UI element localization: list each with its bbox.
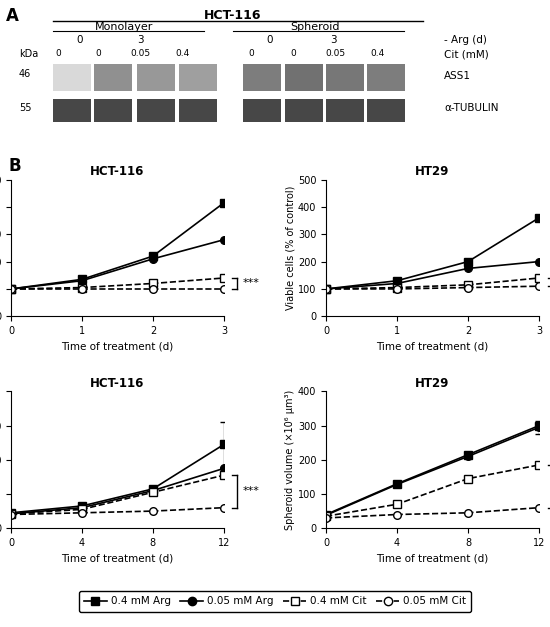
Title: HT29: HT29 (415, 377, 450, 390)
Text: A: A (6, 8, 19, 26)
Text: 0: 0 (76, 35, 83, 45)
Bar (179, 63, 217, 91)
Text: 0.4: 0.4 (371, 49, 385, 58)
Bar (136, 99, 175, 122)
Bar (95, 63, 133, 91)
Title: HT29: HT29 (415, 166, 450, 179)
Text: Spheroid: Spheroid (290, 22, 339, 32)
Bar (326, 99, 364, 122)
Text: kDa: kDa (19, 49, 38, 59)
Text: 0.4: 0.4 (175, 49, 190, 58)
Text: Cit (mM): Cit (mM) (444, 49, 489, 59)
Bar (243, 63, 282, 91)
Bar (95, 99, 133, 122)
Y-axis label: Spheroid volume (×10⁶ μm³): Spheroid volume (×10⁶ μm³) (285, 390, 295, 530)
Title: HCT-116: HCT-116 (90, 377, 145, 390)
X-axis label: Time of treatment (d): Time of treatment (d) (376, 554, 488, 564)
Text: 0.05: 0.05 (326, 49, 346, 58)
Bar (367, 99, 405, 122)
Text: 0: 0 (249, 49, 254, 58)
Text: α-TUBULIN: α-TUBULIN (444, 103, 498, 113)
Text: B: B (8, 157, 21, 174)
Text: - Arg (d): - Arg (d) (444, 35, 487, 45)
Text: 0: 0 (56, 49, 62, 58)
Text: 3: 3 (137, 35, 144, 45)
Title: HCT-116: HCT-116 (90, 166, 145, 179)
Bar (53, 99, 91, 122)
X-axis label: Time of treatment (d): Time of treatment (d) (62, 554, 174, 564)
Text: 0: 0 (95, 49, 101, 58)
Text: ***: *** (243, 487, 260, 497)
Y-axis label: Viable cells (% of control): Viable cells (% of control) (285, 186, 295, 310)
Bar (179, 99, 217, 122)
Bar (243, 99, 282, 122)
Bar (284, 63, 322, 91)
Text: 0: 0 (290, 49, 296, 58)
Text: Monolayer: Monolayer (95, 22, 153, 32)
X-axis label: Time of treatment (d): Time of treatment (d) (376, 342, 488, 352)
Text: ***: *** (243, 278, 260, 288)
Text: ASS1: ASS1 (444, 71, 471, 81)
Bar (53, 63, 91, 91)
Text: 3: 3 (330, 35, 337, 45)
Bar (367, 63, 405, 91)
Text: 46: 46 (19, 69, 31, 79)
Bar (136, 63, 175, 91)
Bar (326, 63, 364, 91)
Legend: 0.4 mM Arg, 0.05 mM Arg, 0.4 mM Cit, 0.05 mM Cit: 0.4 mM Arg, 0.05 mM Arg, 0.4 mM Cit, 0.0… (79, 591, 471, 612)
Text: HCT-116: HCT-116 (204, 9, 261, 22)
Text: 0.05: 0.05 (130, 49, 150, 58)
Text: 55: 55 (19, 103, 31, 113)
X-axis label: Time of treatment (d): Time of treatment (d) (62, 342, 174, 352)
Text: 0: 0 (266, 35, 273, 45)
Bar (284, 99, 322, 122)
